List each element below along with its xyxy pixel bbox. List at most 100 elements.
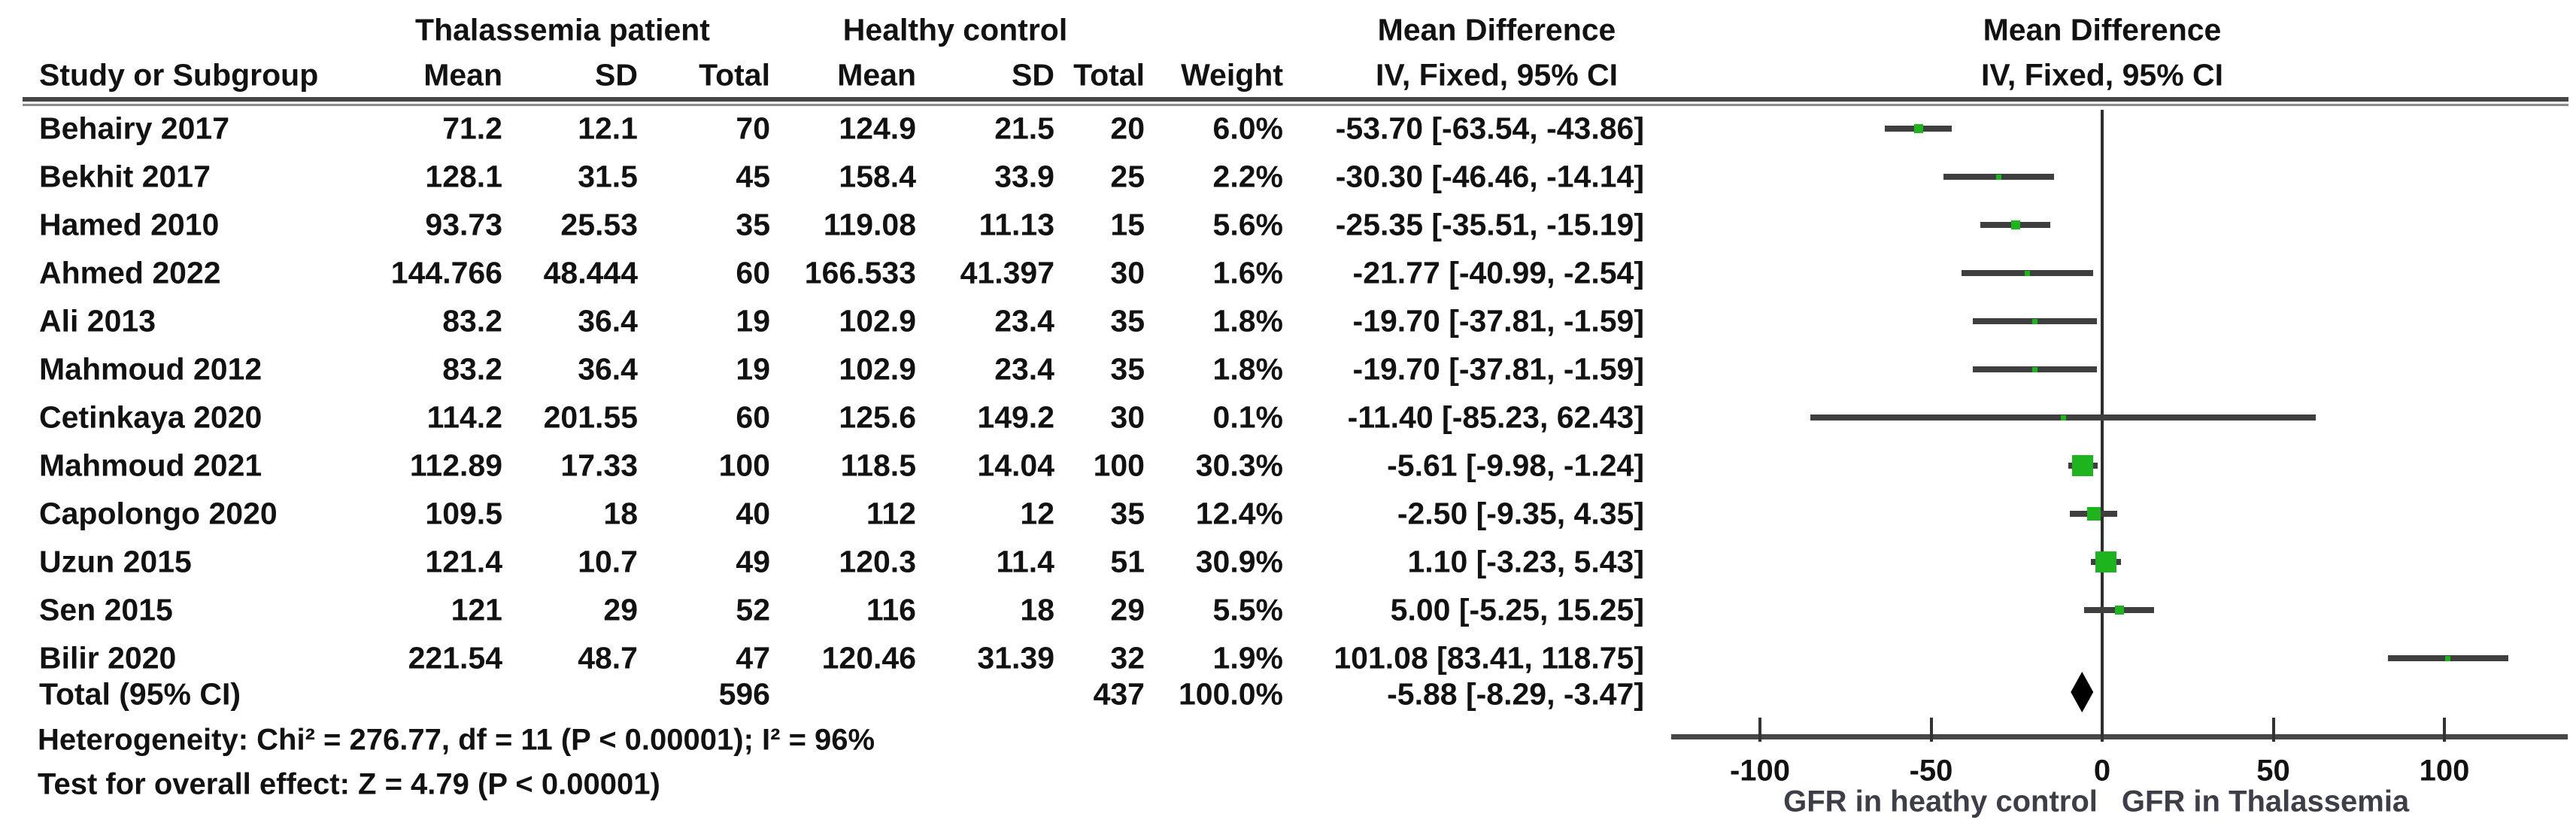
- total-row-label: Total (95% CI): [39, 676, 241, 712]
- col-header-ctrl-total: Total: [1073, 57, 1145, 93]
- thal-total-cell: 70: [736, 111, 770, 146]
- thal-total-cell: 40: [736, 496, 770, 531]
- study-label: Bekhit 2017: [39, 159, 211, 194]
- zero-effect-line: [2101, 110, 2104, 736]
- md-ci-cell: -30.30 [-46.46, -14.14]: [1335, 159, 1644, 194]
- weight-cell: 2.2%: [1212, 159, 1283, 194]
- md-ci-cell: 5.00 [-5.25, 15.25]: [1390, 592, 1644, 627]
- thal-mean-cell: 112.89: [409, 448, 502, 483]
- md-ci-cell: -19.70 [-37.81, -1.59]: [1352, 303, 1644, 339]
- group-header-healthy-control: Healthy control: [842, 12, 1068, 47]
- weight-cell: 12.4%: [1195, 496, 1283, 531]
- col-header-thal-sd: SD: [595, 57, 638, 93]
- x-axis-line: [1671, 734, 2568, 739]
- total-ctrl-n: 437: [1093, 676, 1145, 712]
- study-label: Sen 2015: [39, 592, 173, 627]
- thal-mean-cell: 221.54: [408, 640, 502, 676]
- md-ci-cell: -2.50 [-9.35, 4.35]: [1397, 496, 1644, 531]
- ctrl-total-cell: 35: [1110, 303, 1145, 339]
- axis-tick-label: -100: [1729, 754, 1791, 788]
- ctrl-sd-cell: 11.4: [996, 544, 1054, 579]
- ctrl-mean-cell: 124.9: [839, 111, 916, 146]
- thal-total-cell: 19: [736, 303, 770, 339]
- study-label: Ahmed 2022: [39, 255, 221, 290]
- ctrl-sd-cell: 11.13: [979, 207, 1054, 242]
- ctrl-total-cell: 29: [1110, 592, 1145, 627]
- study-label: Capolongo 2020: [39, 496, 278, 531]
- ctrl-total-cell: 15: [1110, 207, 1145, 242]
- thal-mean-cell: 93.73: [425, 207, 502, 242]
- pooled-effect-diamond: [2071, 672, 2094, 712]
- ctrl-mean-cell: 125.6: [839, 399, 916, 435]
- thal-sd-cell: 48.7: [578, 640, 638, 676]
- md-ci-cell: 101.08 [83.41, 118.75]: [1334, 640, 1644, 676]
- axis-tick-mark: [1758, 718, 1761, 742]
- thal-sd-cell: 48.444: [543, 255, 638, 290]
- weight-cell: 0.1%: [1212, 399, 1283, 435]
- ctrl-sd-cell: 23.4: [994, 303, 1054, 339]
- col-header-ctrl-sd: SD: [1012, 57, 1054, 93]
- thal-mean-cell: 109.5: [425, 496, 502, 531]
- study-label: Bilir 2020: [39, 640, 177, 676]
- ctrl-mean-cell: 166.533: [804, 255, 916, 290]
- weight-cell: 30.9%: [1195, 544, 1283, 579]
- thal-sd-cell: 36.4: [578, 351, 638, 387]
- md-ci-cell: 1.10 [-3.23, 5.43]: [1407, 544, 1644, 579]
- thal-sd-cell: 12.1: [578, 111, 638, 146]
- ctrl-sd-cell: 33.9: [994, 159, 1054, 194]
- weight-cell: 1.8%: [1212, 303, 1283, 339]
- ctrl-total-cell: 32: [1110, 640, 1145, 676]
- thal-sd-cell: 201.55: [543, 399, 638, 435]
- thal-sd-cell: 36.4: [578, 303, 638, 339]
- col-header-ctrl-mean: Mean: [837, 57, 916, 93]
- ctrl-sd-cell: 12: [1020, 496, 1054, 531]
- col-header-study: Study or Subgroup: [39, 57, 319, 93]
- heterogeneity-note: Heterogeneity: Chi² = 276.77, df = 11 (P…: [38, 723, 875, 757]
- study-label: Uzun 2015: [39, 544, 192, 579]
- axis-tick-mark: [1929, 718, 1933, 742]
- weight-cell: 5.5%: [1212, 592, 1283, 627]
- header-separator-line-shadow: [23, 104, 2568, 106]
- thal-total-cell: 19: [736, 351, 770, 387]
- group-header-mean-difference-table: Mean Difference: [1377, 12, 1616, 47]
- point-estimate-marker: [2031, 366, 2037, 372]
- point-estimate-marker: [2086, 507, 2101, 521]
- thal-sd-cell: 17.33: [560, 448, 638, 483]
- weight-cell: 5.6%: [1212, 207, 1283, 242]
- ctrl-mean-cell: 102.9: [839, 303, 916, 339]
- ctrl-sd-cell: 41.397: [960, 255, 1054, 290]
- group-header-mean-difference-plot: Mean Difference: [1983, 12, 2222, 47]
- total-thal-n: 596: [718, 676, 770, 712]
- thal-total-cell: 100: [718, 448, 770, 483]
- header-separator-line: [23, 97, 2568, 102]
- ctrl-total-cell: 35: [1110, 351, 1145, 387]
- ctrl-mean-cell: 120.3: [839, 544, 916, 579]
- thal-sd-cell: 31.5: [578, 159, 638, 194]
- md-ci-cell: -19.70 [-37.81, -1.59]: [1352, 351, 1644, 387]
- thal-mean-cell: 144.766: [390, 255, 502, 290]
- col-header-iv-fixed-plot: IV, Fixed, 95% CI: [1980, 57, 2224, 93]
- col-header-thal-total: Total: [699, 57, 770, 93]
- ctrl-mean-cell: 116: [866, 592, 916, 627]
- study-label: Mahmoud 2012: [39, 351, 262, 387]
- study-label: Mahmoud 2021: [39, 448, 262, 483]
- md-ci-cell: -21.77 [-40.99, -2.54]: [1352, 255, 1644, 290]
- point-estimate-marker: [2114, 606, 2124, 615]
- thal-total-cell: 47: [736, 640, 770, 676]
- thal-sd-cell: 10.7: [578, 544, 638, 579]
- ctrl-total-cell: 51: [1110, 544, 1145, 579]
- thal-mean-cell: 83.2: [442, 351, 502, 387]
- weight-cell: 1.8%: [1212, 351, 1283, 387]
- ctrl-mean-cell: 120.46: [821, 640, 916, 676]
- thal-mean-cell: 128.1: [425, 159, 502, 194]
- ctrl-sd-cell: 21.5: [994, 111, 1054, 146]
- axis-tick-label: 50: [2256, 754, 2290, 788]
- axis-tick-label: 0: [2093, 754, 2111, 788]
- thal-sd-cell: 29: [603, 592, 638, 627]
- md-ci-cell: -5.61 [-9.98, -1.24]: [1387, 448, 1644, 483]
- md-ci-cell: -25.35 [-35.51, -15.19]: [1335, 207, 1644, 242]
- total-md-ci: -5.88 [-8.29, -3.47]: [1387, 676, 1644, 712]
- ctrl-total-cell: 35: [1110, 496, 1145, 531]
- study-label: Behairy 2017: [39, 111, 230, 146]
- ctrl-sd-cell: 23.4: [994, 351, 1054, 387]
